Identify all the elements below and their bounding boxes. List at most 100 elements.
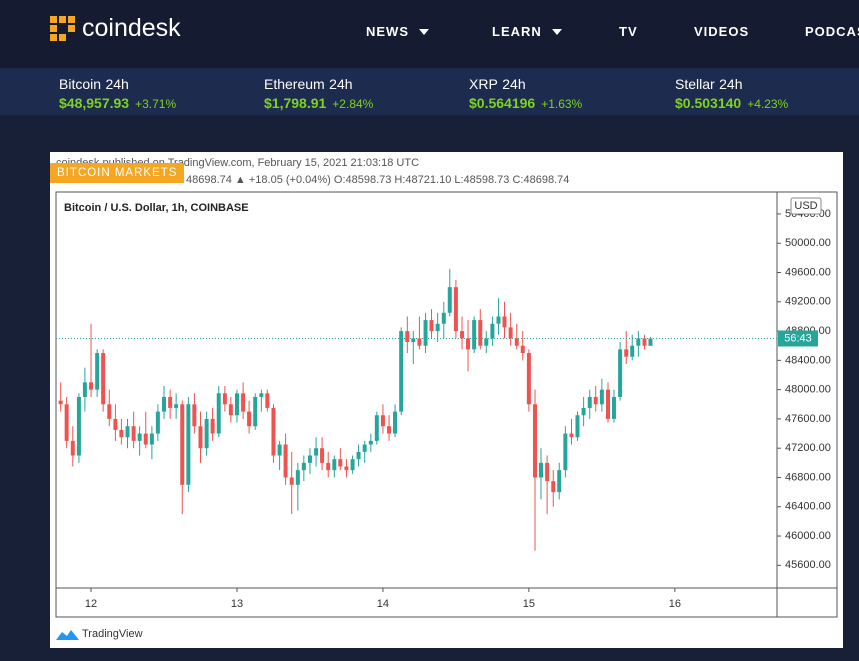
y-tick-label: 49200.00 [785,296,831,308]
x-tick-label: 14 [377,598,389,610]
candle-body [119,429,124,438]
ohlc-legend: 48698.74 ▲ +18.05 (+0.04%) O:48598.73 H:… [186,174,569,186]
ticker-values: $0.564196 +1.63% [469,95,582,113]
ticker-values: $48,957.93 +3.71% [59,95,176,113]
ticker-head: XRP 24h [469,76,582,94]
candle-body [168,396,173,408]
candle-body [265,393,270,408]
candle-body [70,440,75,456]
y-tick-label: 47200.00 [785,442,831,454]
candle-body [605,389,610,419]
nav-item[interactable]: NEWS [366,24,430,39]
ticker-name: Bitcoin [59,76,102,92]
candle-body [624,349,629,357]
y-tick-label: 46400.00 [785,501,831,513]
ticker-change: +3.71% [135,97,177,111]
candle-body [320,448,325,463]
ticker-values: $0.503140 +4.23% [675,95,788,113]
candle-body [186,404,191,485]
ticker-head: Ethereum 24h [264,76,373,94]
candle-body [89,382,94,390]
candle-body [241,393,246,412]
x-tick-label: 12 [85,598,97,610]
ticker-price: $0.503140 [675,95,742,111]
nav-item[interactable]: VIDEOS [694,24,750,39]
candle-body [58,400,63,405]
nav-item[interactable]: PODCASTS [805,24,859,39]
candle-body [587,396,592,408]
candle-body [76,396,81,456]
chart-frame [55,191,838,618]
candle-body [338,459,343,467]
candle-body [502,316,507,328]
candle-body [429,320,434,332]
candle-body [374,415,379,441]
candle-body [496,316,501,324]
candle-body [441,312,446,324]
candle-body [326,462,331,471]
y-tick-label: 50000.00 [785,237,831,249]
candle-body [368,440,373,445]
nav-caret [419,29,429,35]
y-tick-label: 46000.00 [785,530,831,542]
ticker-change: +4.23% [747,97,789,111]
candle-body [460,331,465,339]
ticker-item[interactable]: Bitcoin 24h $48,957.93 +3.71% [59,76,176,113]
candle-body [575,415,580,438]
ticker-change: +1.63% [541,97,583,111]
candle-body [131,426,136,441]
candle-body [253,396,258,427]
y-tick-label: 46800.00 [785,471,831,483]
ticker-bar: Bitcoin 24h $48,957.93 +3.71% Ethereum 24h $… [0,68,859,115]
nav-caret [551,29,562,35]
logo[interactable]: coindesk [82,14,181,42]
brand-text: TradingView [82,628,143,640]
ticker-item[interactable]: Stellar 24h $0.503140 +4.23% [675,76,788,113]
candle-body [289,477,294,485]
candle-body [447,287,452,313]
ticker-item[interactable]: Ethereum 24h $1,798.91 +2.84% [264,76,373,113]
candle-body [569,433,574,438]
top-bar: coindesk NEWS LEARN TV VIDEOS PODCASTS [0,0,859,68]
ticker-name: Ethereum [264,76,325,92]
candle-body [350,459,355,471]
candle-body [210,418,215,434]
candle-body [581,407,586,416]
candle-body [234,393,239,416]
candle-body [362,444,367,452]
ticker-period: 24h [329,76,353,92]
nav-item[interactable]: TV [619,24,638,39]
candle-body [478,320,483,346]
candle-body [107,404,112,419]
ticker-item[interactable]: XRP 24h $0.564196 +1.63% [469,76,582,113]
candle-body [137,433,142,441]
candle-body [636,338,641,346]
candle-body [514,338,519,346]
candle-body [247,411,252,427]
candle-body [393,411,398,434]
candle-body [216,393,221,434]
candle-body [484,338,489,346]
candle-body [618,349,623,397]
candle-body [295,470,300,485]
candle-body [630,345,635,357]
candle-body [380,415,385,427]
candle-body [435,323,440,332]
candle-body [143,433,148,445]
candle-body [490,323,495,339]
ticker-change: +2.84% [332,97,374,111]
chart-bg [50,152,843,648]
candle-body [64,404,69,441]
y-tick-label: 48400.00 [785,354,831,366]
candle-body [405,331,410,343]
brand: TradingView [56,628,143,640]
candle-body [557,470,562,493]
candle-body [283,444,288,478]
candle-body [192,404,197,427]
candle-body [174,404,179,408]
nav-item[interactable]: LEARN [492,24,563,39]
candle-body [332,459,337,471]
candle-body [466,338,471,350]
currency-box [790,197,822,215]
